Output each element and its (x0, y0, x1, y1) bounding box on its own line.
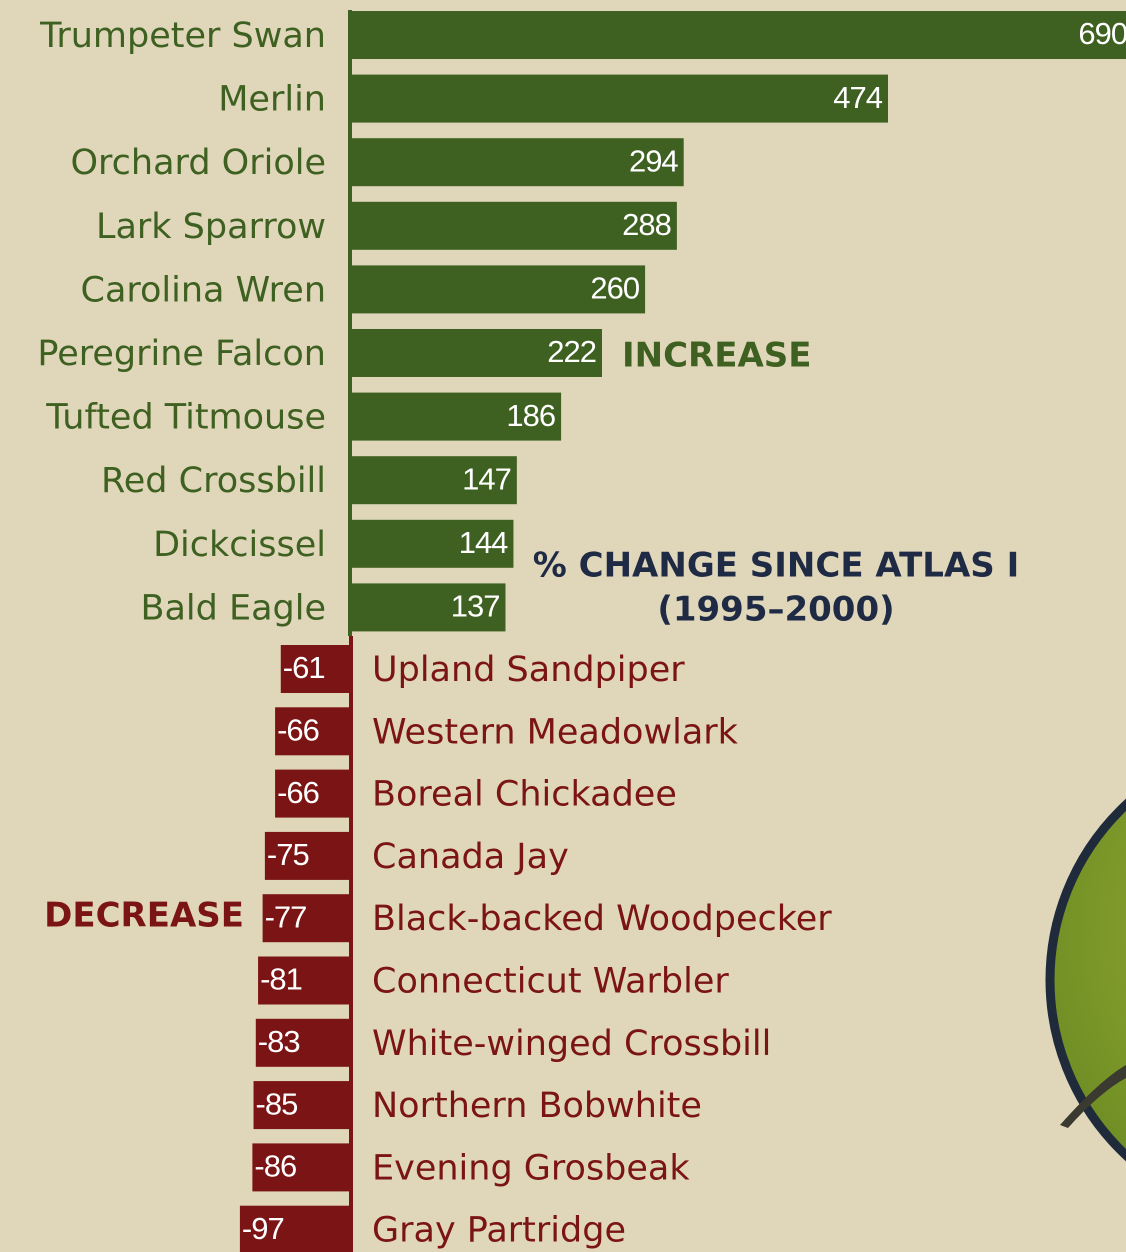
category-label: Boreal Chickadee (372, 775, 677, 815)
category-label: Upland Sandpiper (372, 650, 685, 690)
category-label: Northern Bobwhite (372, 1086, 702, 1126)
value-label: -86 (254, 1149, 296, 1184)
bar (350, 11, 1126, 59)
category-label: Canada Jay (372, 837, 569, 877)
category-label: Western Meadowlark (372, 712, 739, 752)
category-label: Red Crossbill (101, 461, 326, 501)
value-label: 474 (833, 80, 882, 115)
value-label: -85 (256, 1086, 298, 1121)
value-label: 260 (590, 271, 639, 306)
category-label: Lark Sparrow (96, 207, 326, 247)
value-label: -97 (242, 1211, 284, 1246)
value-label: -66 (277, 775, 319, 810)
chart: INCREASE DECREASE % CHANGE SINCE ATLAS I… (0, 0, 1126, 1252)
value-label: -77 (265, 899, 307, 934)
axis-title: % CHANGE SINCE ATLAS I (533, 546, 1019, 586)
category-label: Peregrine Falcon (37, 334, 326, 374)
category-label: Merlin (218, 80, 326, 120)
value-label: -81 (260, 962, 302, 997)
category-label: Connecticut Warbler (372, 962, 729, 1002)
value-label: -75 (267, 837, 309, 872)
category-label: White-winged Crossbill (372, 1024, 771, 1064)
value-label: 137 (451, 589, 500, 624)
category-label: Orchard Oriole (71, 143, 327, 183)
increase-label: INCREASE (622, 336, 812, 376)
category-label: Gray Partridge (372, 1211, 626, 1251)
axis-subtitle: (1995–2000) (657, 590, 894, 630)
category-label: Tufted Titmouse (45, 398, 326, 438)
value-label: -83 (258, 1024, 300, 1059)
value-label: 294 (629, 143, 678, 178)
category-label: Trumpeter Swan (39, 16, 326, 56)
value-label: -66 (277, 712, 319, 747)
value-label: 186 (506, 398, 555, 433)
category-label: Evening Grosbeak (372, 1148, 690, 1188)
value-label: -61 (283, 650, 325, 685)
category-label: Carolina Wren (81, 270, 327, 310)
value-label: 288 (622, 207, 671, 242)
decrease-label: DECREASE (44, 896, 244, 936)
page: INCREASE DECREASE % CHANGE SINCE ATLAS I… (0, 0, 1126, 1252)
category-label: Dickcissel (153, 525, 326, 565)
value-label: 147 (462, 461, 511, 496)
value-label: 144 (459, 525, 508, 560)
category-label: Black-backed Woodpecker (372, 899, 832, 939)
value-label: 222 (547, 334, 596, 369)
bar (350, 75, 888, 123)
category-label: Bald Eagle (140, 588, 326, 628)
value-label: 690 (1078, 16, 1126, 51)
